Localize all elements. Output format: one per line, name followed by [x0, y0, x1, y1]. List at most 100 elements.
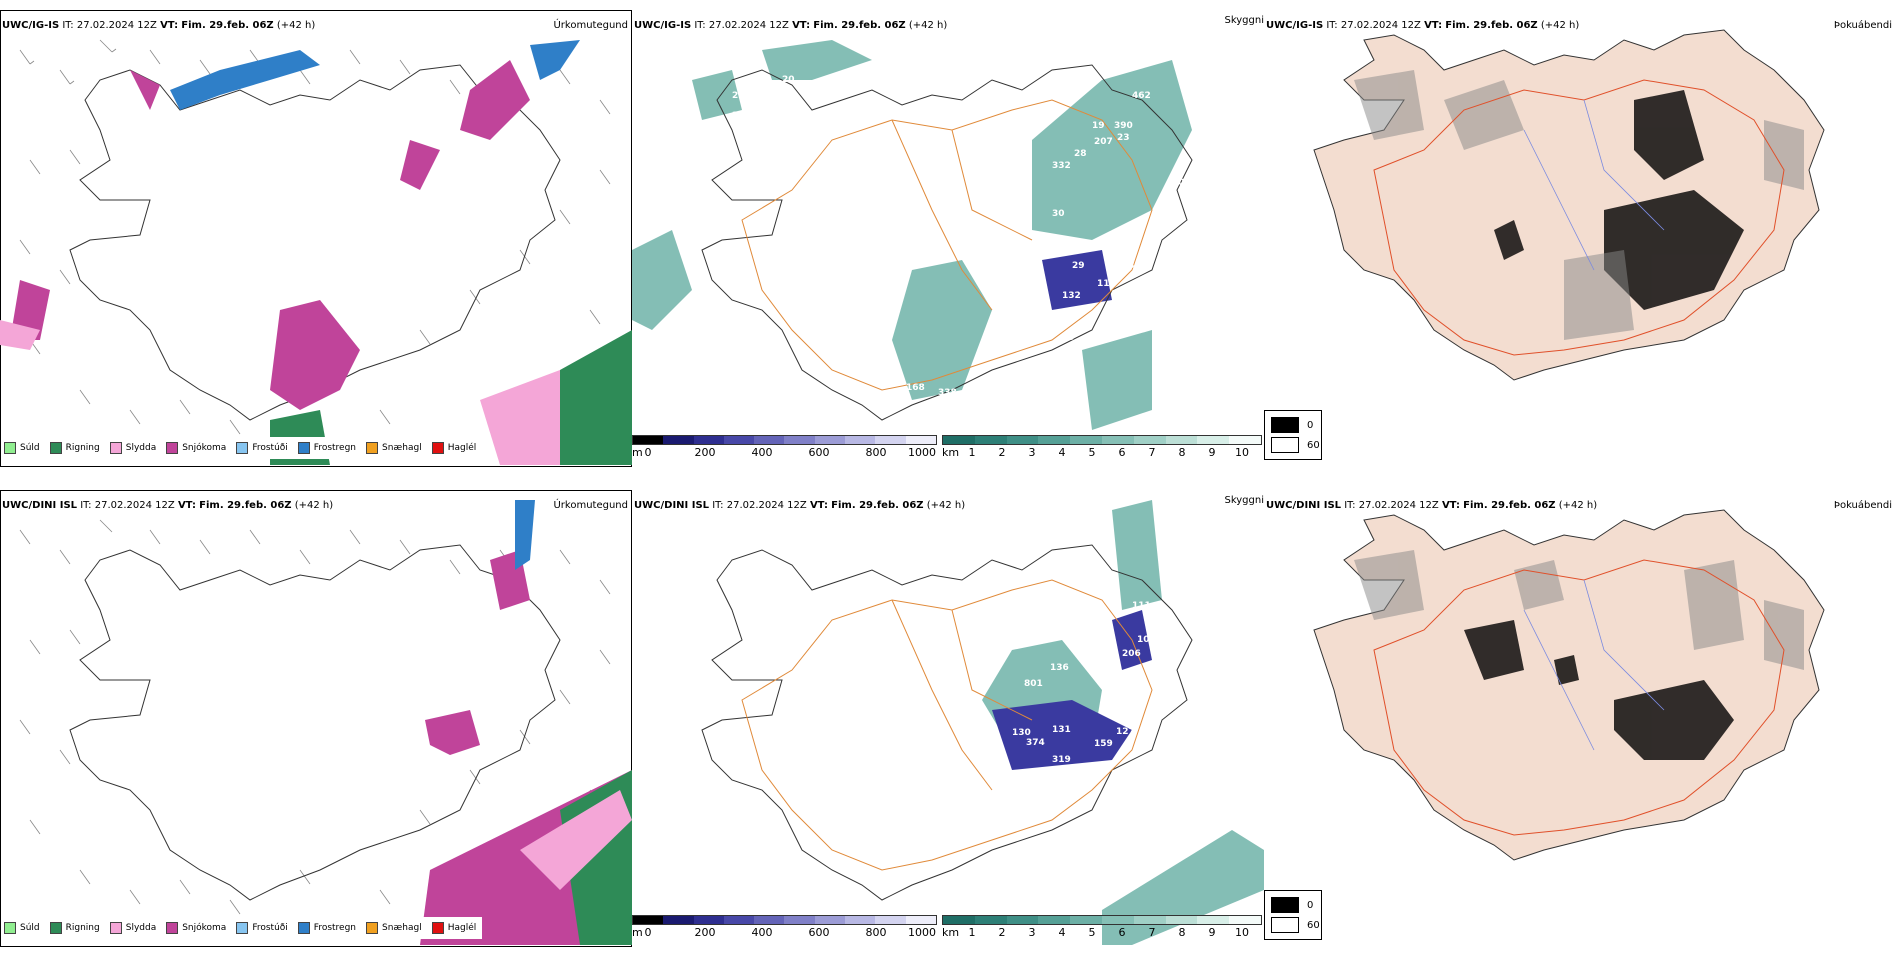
legend-item: Snæhagl	[366, 922, 422, 934]
panel-variable-title: Skyggni	[1224, 495, 1264, 506]
visibility-label: 28	[1074, 149, 1087, 159]
fog-legend-swatch	[1271, 897, 1299, 913]
elevation-color-step	[754, 436, 785, 444]
visibility-label: 106	[1137, 635, 1156, 645]
fog-dark-areas	[1464, 620, 1734, 760]
visibility-label: 111	[1132, 601, 1151, 611]
visibility-color-step	[1197, 436, 1230, 444]
panel-variable-title: Þokuábendi	[1833, 500, 1892, 511]
precip-freezing-rain-areas	[515, 500, 535, 570]
legend-swatch	[49, 922, 62, 934]
panel-variable-title: Skyggni	[1224, 15, 1264, 26]
elevation-colorbar-ticks: m 0 200 400 600 800 1000	[632, 446, 936, 459]
elevation-color-step	[875, 916, 906, 924]
visibility-colorbar-strip	[942, 915, 1262, 925]
roads	[741, 579, 1153, 871]
visibility-colorbar: km 1 2 3 4 5 6 7 8 9 10	[942, 435, 1262, 465]
visibility-label: 136	[1050, 663, 1069, 673]
elevation-colorbar-strip	[632, 435, 937, 445]
visibility-color-step	[1006, 916, 1039, 924]
legend-item: Snjókoma	[166, 922, 226, 934]
precip-type-legend: Súld Rigning Slydda Snjókoma Frostúði Fr…	[4, 917, 483, 939]
visibility-label: 338	[938, 388, 957, 398]
visibility-color-step	[1006, 436, 1039, 444]
legend-swatch	[109, 442, 122, 454]
panel-variable-title: Úrkomutegund	[553, 500, 628, 511]
visibility-label: 20	[782, 75, 795, 85]
visibility-label: 19	[1092, 121, 1105, 131]
elevation-colorbar: m 0 200 400 600 800 1000	[632, 435, 937, 465]
legend-item: Snjókoma	[166, 442, 226, 454]
precip-type-legend: Súld Rigning Slydda Snjókoma Frostúði Fr…	[4, 437, 483, 459]
elevation-color-step	[814, 916, 846, 924]
legend-swatch	[431, 442, 444, 454]
iceland-precip-map	[0, 39, 632, 465]
fog-index-legend: 0 60	[1264, 890, 1322, 940]
elevation-color-step	[633, 436, 664, 444]
visibility-color-step	[974, 916, 1007, 924]
iceland-visibility-map: 22 20 45 26 462 19 390 207 23 35 28 332 …	[632, 40, 1193, 430]
elevation-color-step	[845, 916, 876, 924]
elevation-color-step	[905, 436, 936, 444]
legend-item: Haglél	[431, 922, 476, 934]
fog-index-legend: 0 60	[1264, 410, 1322, 460]
elevation-color-step	[784, 436, 815, 444]
visibility-color-step	[1070, 436, 1102, 444]
legend-item: Frostúði	[236, 442, 288, 454]
visibility-colorbar-strip	[942, 435, 1262, 445]
precip-type-panel-igis: UWC/IG-IS IT: 27.02.2024 12Z VT: Fim. 29…	[0, 10, 632, 475]
iceland-fog-map	[1313, 29, 1825, 381]
fog-legend-high: 0	[1271, 417, 1313, 433]
panel-header: UWC/DINI ISL IT: 27.02.2024 12Z VT: Fim.…	[2, 500, 334, 511]
visibility-label: 45	[792, 103, 805, 113]
iceland-outline	[701, 544, 1193, 901]
visibility-label: 112	[1097, 279, 1116, 289]
visibility-label: 22	[732, 91, 745, 101]
visibility-color-step	[1165, 436, 1198, 444]
visibility-label: 207	[1094, 137, 1113, 147]
precip-sleet-areas	[520, 790, 632, 890]
visibility-color-step	[943, 916, 975, 924]
visibility-color-step	[1197, 916, 1230, 924]
elevation-color-step	[723, 916, 755, 924]
visibility-label: 127	[1116, 727, 1135, 737]
visibility-low-areas	[1042, 250, 1112, 310]
visibility-colorbar: km 1 2 3 4 5 6 7 8 9 10	[942, 915, 1262, 945]
visibility-label: 35	[1177, 158, 1190, 168]
iceland-visibility-map: 111 106 206 136 801 145 130 131 374 12 1…	[701, 500, 1264, 945]
visibility-label: 206	[1122, 649, 1141, 659]
visibility-label: 29	[1072, 261, 1085, 271]
visibility-colorbar-ticks: km 1 2 3 4 5 6 7 8 9 10	[942, 926, 1249, 939]
visibility-label: 132	[1062, 291, 1081, 301]
visibility-value-labels: 111 106 206 136 801 145 130 131 374 12 1…	[944, 601, 1156, 765]
roads	[741, 99, 1153, 391]
visibility-color-step	[1038, 436, 1071, 444]
visibility-label: 12	[1132, 705, 1145, 715]
panel-variable-title: Úrkomutegund	[553, 20, 628, 31]
fog-grey-areas	[1354, 550, 1804, 670]
panel-header: UWC/DINI ISL IT: 27.02.2024 12Z VT: Fim.…	[1266, 500, 1598, 511]
panel-variable-title: Þokuábendi	[1833, 20, 1892, 31]
visibility-label: 12	[1102, 701, 1115, 711]
legend-item: Rigning	[49, 442, 100, 454]
map-frame	[0, 490, 632, 947]
map-frame	[0, 10, 632, 467]
precip-sleet-areas	[0, 320, 560, 465]
legend-swatch	[297, 922, 310, 934]
iceland-outline	[69, 544, 561, 901]
fog-legend-high: 0	[1271, 897, 1313, 913]
legend-swatch	[297, 442, 310, 454]
visibility-label: 23	[1117, 133, 1130, 143]
visibility-label: 130	[1012, 728, 1031, 738]
visibility-label: 374	[1026, 738, 1045, 748]
iceland-fog-map	[1313, 509, 1825, 861]
fog-dark-areas	[1494, 90, 1744, 310]
visibility-color-step	[974, 436, 1007, 444]
visibility-label: 801	[1024, 679, 1043, 689]
visibility-label: 112	[1092, 239, 1111, 249]
elevation-colorbar-ticks: m 0 200 400 600 800 1000	[632, 926, 936, 939]
visibility-label: 83	[1122, 261, 1135, 271]
visibility-label: 319	[1052, 755, 1071, 765]
roads	[1373, 79, 1785, 356]
elevation-color-step	[784, 916, 815, 924]
